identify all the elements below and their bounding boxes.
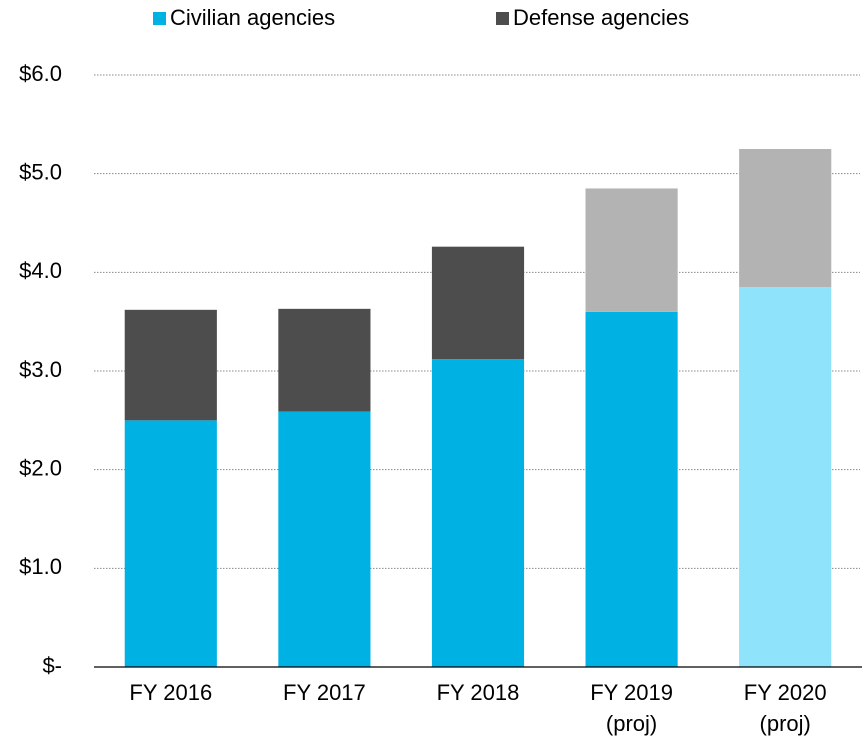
bar-segment (585, 311, 678, 667)
x-tick-label: FY 2020 (proj) (744, 680, 827, 736)
y-tick-label: $3.0 (19, 357, 62, 382)
legend-swatch (496, 12, 509, 25)
legend-swatch (153, 12, 166, 25)
bar-segment (278, 308, 371, 412)
bar-segment (278, 411, 371, 667)
y-tick-label: $6.0 (19, 61, 62, 86)
x-tick-label: FY 2018 (437, 680, 520, 705)
y-tick-label: $2.0 (19, 455, 62, 480)
bar-segment (431, 246, 525, 360)
bar-segment (585, 188, 678, 312)
x-tick-label: FY 2019 (proj) (590, 680, 673, 736)
bar-segment (739, 287, 832, 667)
y-tick-label: $5.0 (19, 159, 62, 184)
x-tick-label: FY 2016 (129, 680, 212, 705)
y-tick-label: $4.0 (19, 258, 62, 283)
bar-segment (124, 420, 217, 667)
bar-segment (431, 359, 525, 667)
bar-segment (124, 309, 217, 421)
y-tick-label: $- (42, 653, 62, 678)
y-tick-label: $1.0 (19, 554, 62, 579)
legend-label: Civilian agencies (170, 5, 335, 30)
legend-label: Defense agencies (513, 5, 689, 30)
bar-segment (739, 149, 832, 288)
x-tick-label: FY 2017 (283, 680, 366, 705)
